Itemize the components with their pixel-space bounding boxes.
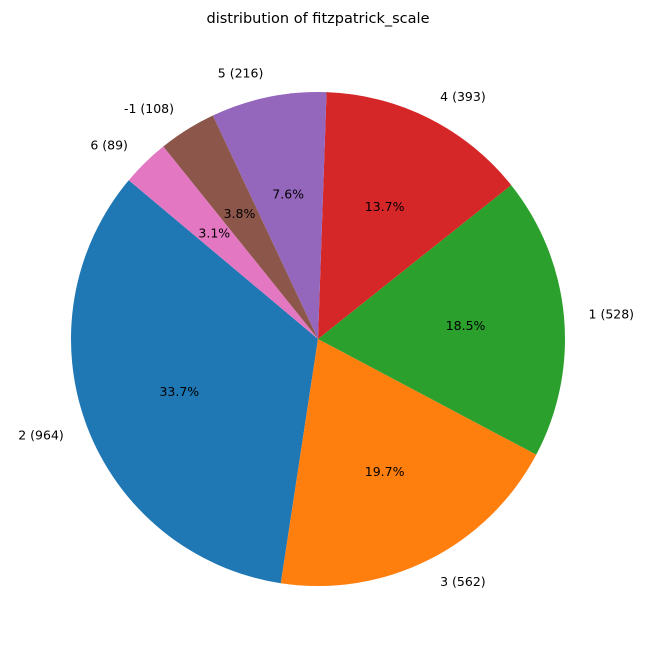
pie-slice-5 — [212, 92, 327, 339]
pie-slice-2 — [70, 180, 318, 584]
chart-title: distribution of fitzpatrick_scale — [206, 11, 429, 27]
category-label-5: 5 (216) — [218, 65, 264, 80]
category-labels: 2 (964) 3 (562) 1 (528) 4 (393) 5 (216) -1 (1… — [18, 65, 634, 589]
percent-label-6: 3.1% — [198, 226, 230, 241]
category-label-6: 6 (89) — [90, 137, 128, 152]
percent-label-4: 13.7% — [365, 199, 405, 214]
percent-label-2: 33.7% — [159, 384, 199, 399]
percent-labels: 33.7% 19.7% 18.5% 13.7% 7.6% 3.8% 3.1% — [159, 186, 485, 479]
pie-slice-3 — [280, 339, 537, 587]
category-label-3: 3 (562) — [440, 574, 486, 589]
pie-slice-4 — [318, 92, 512, 340]
pie-slice-6 — [128, 146, 318, 339]
category-label--1: -1 (108) — [124, 101, 174, 116]
pie-slice--1 — [163, 115, 318, 339]
category-label-1: 1 (528) — [589, 306, 635, 321]
pie-slice-1 — [318, 185, 565, 455]
category-label-4: 4 (393) — [440, 89, 486, 104]
percent-label-3: 19.7% — [365, 464, 405, 479]
category-label-2: 2 (964) — [18, 427, 64, 442]
percent-label--1: 3.8% — [224, 206, 256, 221]
pie-slices — [70, 92, 565, 587]
percent-label-1: 18.5% — [446, 318, 486, 333]
percent-label-5: 7.6% — [272, 186, 304, 201]
